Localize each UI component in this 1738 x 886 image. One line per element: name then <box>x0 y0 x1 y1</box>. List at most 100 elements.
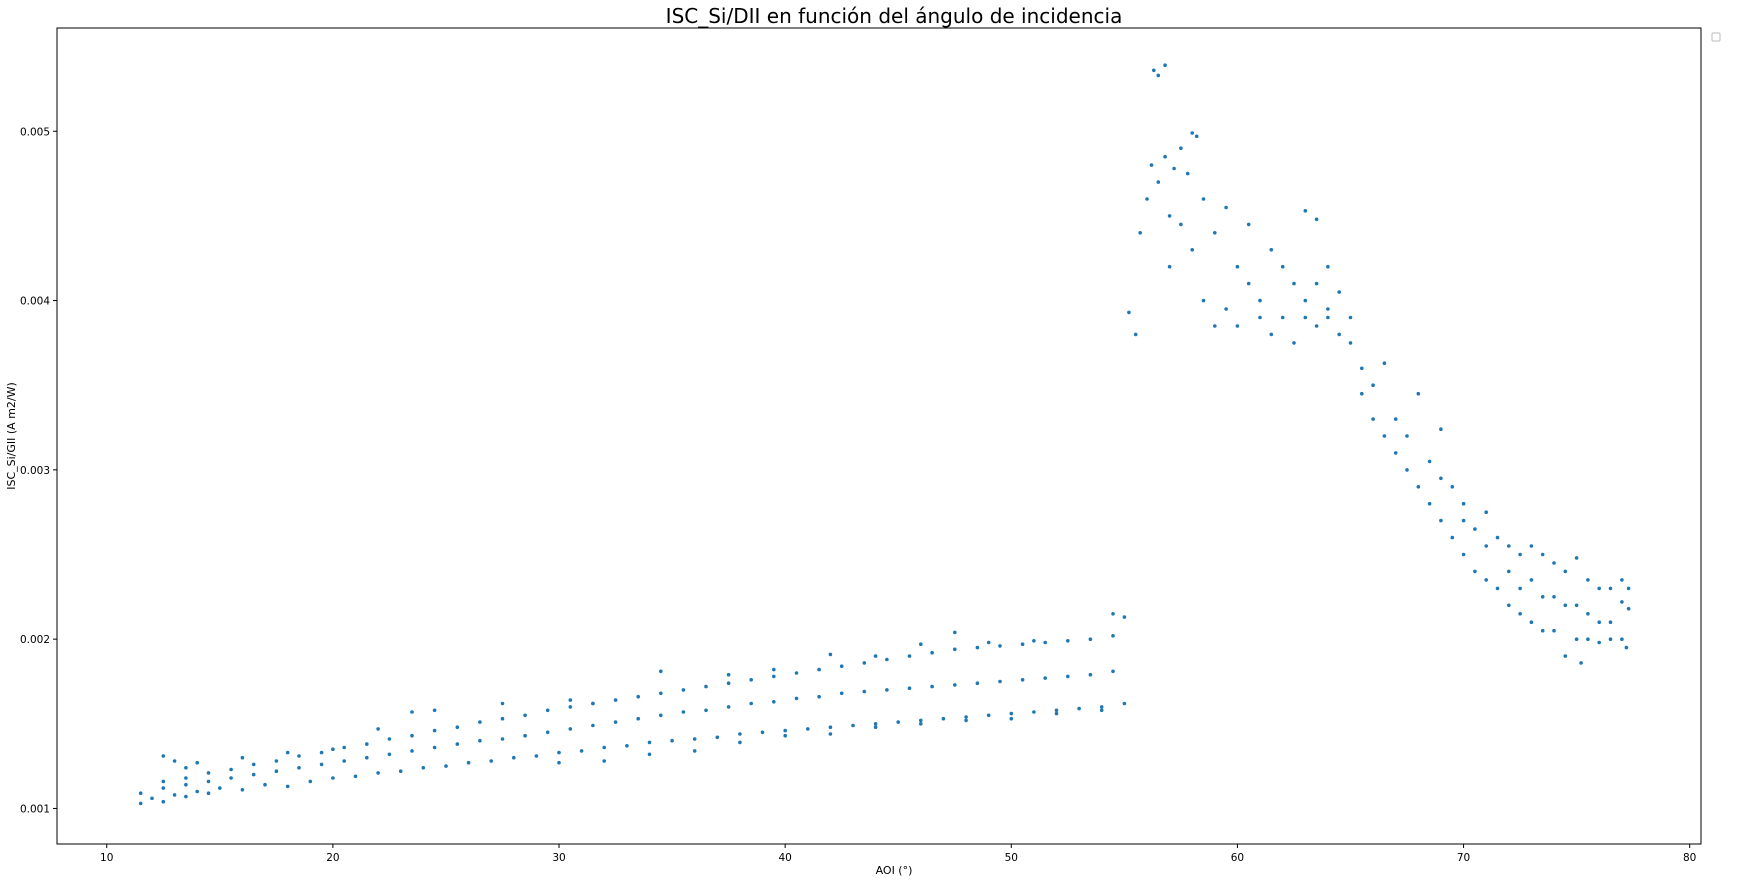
data-point <box>184 794 188 799</box>
data-point <box>251 772 256 777</box>
data-point <box>1122 615 1127 619</box>
data-point <box>1586 612 1590 616</box>
data-point <box>1303 298 1308 303</box>
data-point <box>1303 315 1308 320</box>
data-point <box>1009 716 1014 721</box>
data-point <box>1133 332 1138 337</box>
data-point <box>828 652 833 657</box>
data-point <box>1009 711 1014 716</box>
data-point <box>1269 248 1274 252</box>
legend-box <box>1711 32 1721 42</box>
data-point <box>941 716 946 721</box>
data-point <box>1179 222 1183 227</box>
data-point <box>783 733 787 738</box>
data-point <box>1246 222 1251 227</box>
data-point <box>919 718 923 723</box>
data-point <box>1213 231 1217 235</box>
data-point <box>873 654 878 658</box>
data-point <box>206 771 211 775</box>
data-point <box>1360 366 1364 371</box>
data-point <box>1190 131 1194 135</box>
data-point <box>828 732 833 736</box>
data-point <box>1529 544 1534 548</box>
data-point <box>1495 586 1500 591</box>
x-tick-label: 80 <box>1683 852 1696 864</box>
data-point <box>1427 501 1432 506</box>
data-point <box>1552 595 1556 599</box>
data-point <box>229 776 233 780</box>
data-point <box>1185 171 1190 176</box>
data-point <box>1405 468 1409 472</box>
data-point <box>772 674 776 679</box>
data-point <box>206 791 211 795</box>
data-point <box>387 752 392 757</box>
data-point <box>500 701 505 706</box>
data-point <box>331 747 335 751</box>
data-point <box>297 766 301 770</box>
data-point <box>873 722 878 726</box>
data-point <box>1608 637 1613 641</box>
x-axis-label: AOI (°) <box>876 864 913 877</box>
y-tick-label: 0.001 <box>20 803 50 815</box>
data-point <box>398 769 403 773</box>
data-point <box>274 759 279 763</box>
data-point <box>1597 640 1601 645</box>
data-point <box>161 754 166 758</box>
data-point <box>1156 180 1161 184</box>
data-point <box>1626 606 1631 611</box>
data-point <box>862 689 867 694</box>
data-point <box>817 694 821 699</box>
x-axis-ticks: 10 20 30 40 50 60 70 80 <box>100 844 1696 864</box>
data-point <box>885 688 889 692</box>
data-point <box>1586 578 1590 582</box>
data-point <box>1066 674 1070 679</box>
data-point <box>534 754 539 758</box>
data-point <box>568 705 573 709</box>
data-point <box>964 715 968 719</box>
data-point <box>975 681 980 685</box>
data-point <box>161 786 166 790</box>
data-point <box>1382 361 1387 366</box>
data-point <box>1020 642 1025 646</box>
data-point <box>1201 298 1206 303</box>
data-point <box>1626 586 1631 591</box>
data-point <box>331 776 335 780</box>
data-point <box>1563 654 1568 658</box>
data-point <box>1563 569 1568 574</box>
data-point <box>285 750 290 755</box>
data-point <box>998 679 1002 684</box>
data-point <box>692 737 697 741</box>
x-tick-label: 50 <box>1005 852 1018 864</box>
data-point <box>613 720 618 724</box>
data-point <box>1280 315 1285 320</box>
data-point <box>647 752 652 757</box>
data-point <box>783 728 787 733</box>
data-point <box>1077 706 1081 711</box>
data-point <box>636 716 640 721</box>
data-point <box>455 725 460 729</box>
data-point <box>953 647 957 652</box>
data-point <box>1111 634 1115 638</box>
data-point <box>1393 451 1398 455</box>
data-point <box>421 766 426 770</box>
y-tick-label: 0.002 <box>20 634 50 646</box>
data-point <box>1405 434 1409 438</box>
data-point <box>1111 669 1115 674</box>
data-point <box>964 718 968 723</box>
data-point <box>1416 485 1421 489</box>
data-point <box>1326 307 1330 311</box>
data-point <box>726 681 731 685</box>
data-point <box>1054 711 1059 716</box>
data-point <box>726 672 731 677</box>
data-point <box>907 654 912 658</box>
data-point <box>150 796 154 801</box>
data-point <box>1348 341 1353 345</box>
data-point <box>794 671 799 675</box>
data-point <box>1461 552 1466 557</box>
data-point <box>229 767 233 772</box>
data-point <box>1149 163 1154 167</box>
data-point <box>1213 324 1217 328</box>
data-point <box>772 700 776 704</box>
data-point <box>263 782 267 787</box>
